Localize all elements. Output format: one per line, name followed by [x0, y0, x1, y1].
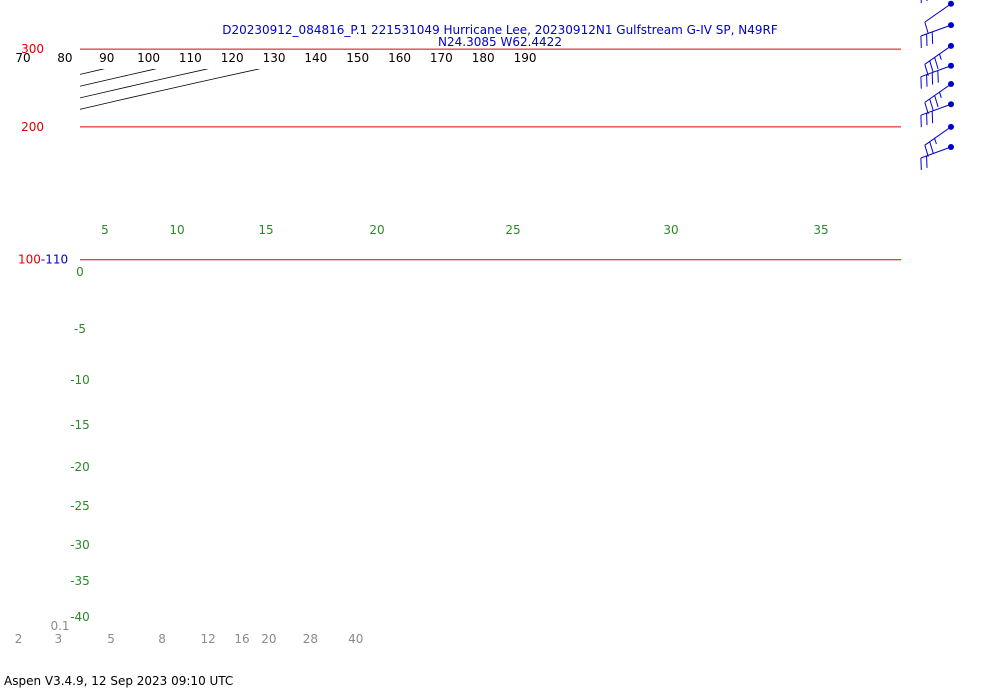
- plot-area: [0, 0, 812, 280]
- mixing-ratio-label: 3: [55, 632, 63, 646]
- chart-title-line1: D20230912_084816_P.1 221531049 Hurricane…: [222, 23, 778, 37]
- theta-e-label-top: 10: [169, 223, 184, 237]
- wind-barb-staff: [920, 65, 952, 78]
- top-temperature-tick: 130: [263, 51, 286, 65]
- dry-adiabat-line: [0, 0, 124, 280]
- chart-title-line2: N24.3085 W62.4422: [438, 35, 562, 49]
- wind-barb-staff: [924, 83, 952, 103]
- wind-barb-staff: [920, 103, 952, 116]
- mixing-ratio-label: 28: [303, 632, 318, 646]
- mixing-ratio-label: 2: [15, 632, 23, 646]
- pressure-label: 200: [21, 120, 44, 134]
- wind-barb-flag: [937, 70, 939, 83]
- isotherm-line: [0, 0, 5, 49]
- top-temperature-tick: 160: [388, 51, 411, 65]
- top-temperature-tick: 120: [221, 51, 244, 65]
- wind-barb-flag: [929, 60, 934, 73]
- top-temperature-tick: 170: [430, 51, 453, 65]
- theta-e-label-left: -40: [70, 610, 90, 624]
- top-temperature-tick: 180: [472, 51, 495, 65]
- dry-adiabat-line: [0, 0, 354, 280]
- theta-e-label-left: -25: [70, 499, 90, 513]
- wind-barb-flag: [924, 102, 929, 115]
- top-temperature-tick: 90: [99, 51, 114, 65]
- wind-barb-flag: [924, 145, 929, 157]
- top-temperature-tick: 70: [15, 51, 30, 65]
- wind-barb: [920, 0, 928, 4]
- wind-barb-flag: [924, 64, 929, 76]
- pressure-label: 400: [21, 0, 44, 1]
- wind-barb: [920, 101, 954, 128]
- top-temperature-tick: 150: [346, 51, 369, 65]
- wind-barb: [920, 144, 954, 171]
- top-temperature-tick: 100: [137, 51, 160, 65]
- wind-barb: [924, 0, 954, 34]
- dry-adiabat-line: [0, 0, 735, 280]
- theta-e-label-left: -5: [74, 322, 86, 336]
- wind-barb-flag: [934, 95, 939, 108]
- dry-adiabat-line: [80, 69, 209, 99]
- mixing-ratio-label: 8: [158, 632, 166, 646]
- top-pressure-label: 100-110: [18, 253, 68, 267]
- dry-adiabat-line: [80, 69, 157, 87]
- theta-e-label-left: -35: [70, 574, 90, 588]
- mixing-ratio-label: 12: [200, 632, 215, 646]
- dry-adiabat-line: [80, 69, 261, 110]
- wind-barb: [920, 62, 954, 89]
- wind-barb-staff: [924, 45, 952, 65]
- wind-barb-half-flag: [939, 53, 942, 60]
- theta-e-label-left: -30: [70, 538, 90, 552]
- top-temperature-tick: 80: [57, 51, 72, 65]
- footer-text: Aspen V3.4.9, 12 Sep 2023 09:10 UTC: [4, 674, 234, 688]
- theta-e-label-top: 15: [258, 223, 273, 237]
- top-temperature-tick: 140: [304, 51, 327, 65]
- moist-adiabat-line: [0, 0, 337, 127]
- theta-e-label-top: 35: [813, 223, 828, 237]
- wind-barb-flag: [924, 21, 929, 34]
- moist-adiabat-line: [0, 0, 96, 100]
- theta-e-label-left: -15: [70, 418, 90, 432]
- wind-barb-staff: [924, 126, 952, 146]
- wind-barb-flag: [934, 57, 939, 70]
- isotherm-line: [32, 0, 231, 49]
- top-temperature-tick: 190: [514, 51, 537, 65]
- wind-barb-staff: [924, 3, 952, 23]
- wind-barb: [924, 123, 954, 157]
- mixing-ratio-label: 40: [348, 632, 363, 646]
- wind-barb-half-flag: [934, 138, 937, 145]
- mixing-ratio-label: 0.1: [50, 619, 69, 633]
- theta-e-label-top: 20: [369, 223, 384, 237]
- wind-barb-staff: [920, 146, 952, 159]
- wind-barb: [924, 81, 954, 115]
- theta-e-label-left: -10: [70, 373, 90, 387]
- wind-barb: [924, 42, 954, 76]
- dry-adiabat-line: [0, 0, 430, 280]
- theta-e-label-left: 0: [76, 265, 84, 279]
- theta-e-label-top: 5: [101, 223, 109, 237]
- mixing-ratio-label: 20: [261, 632, 276, 646]
- moist-adiabat-line: [0, 0, 5, 56]
- wind-barb-flag: [929, 98, 934, 111]
- wind-barb: [920, 22, 954, 49]
- moist-adiabat-line: [0, 0, 246, 127]
- wind-barb-flag: [929, 141, 934, 154]
- theta-e-label-top: 30: [663, 223, 678, 237]
- mixing-ratio-label: 5: [107, 632, 115, 646]
- mixing-ratio-label: 16: [234, 632, 249, 646]
- top-temperature-tick: 110: [179, 51, 202, 65]
- dry-adiabat-line: [0, 0, 812, 280]
- theta-e-label-left: -20: [70, 460, 90, 474]
- pressure-label: 300: [21, 42, 44, 56]
- dry-adiabat-line: [0, 0, 506, 280]
- wind-barb-half-flag: [939, 91, 942, 98]
- theta-e-label-top: 25: [505, 223, 520, 237]
- wind-barb-staff: [920, 24, 952, 37]
